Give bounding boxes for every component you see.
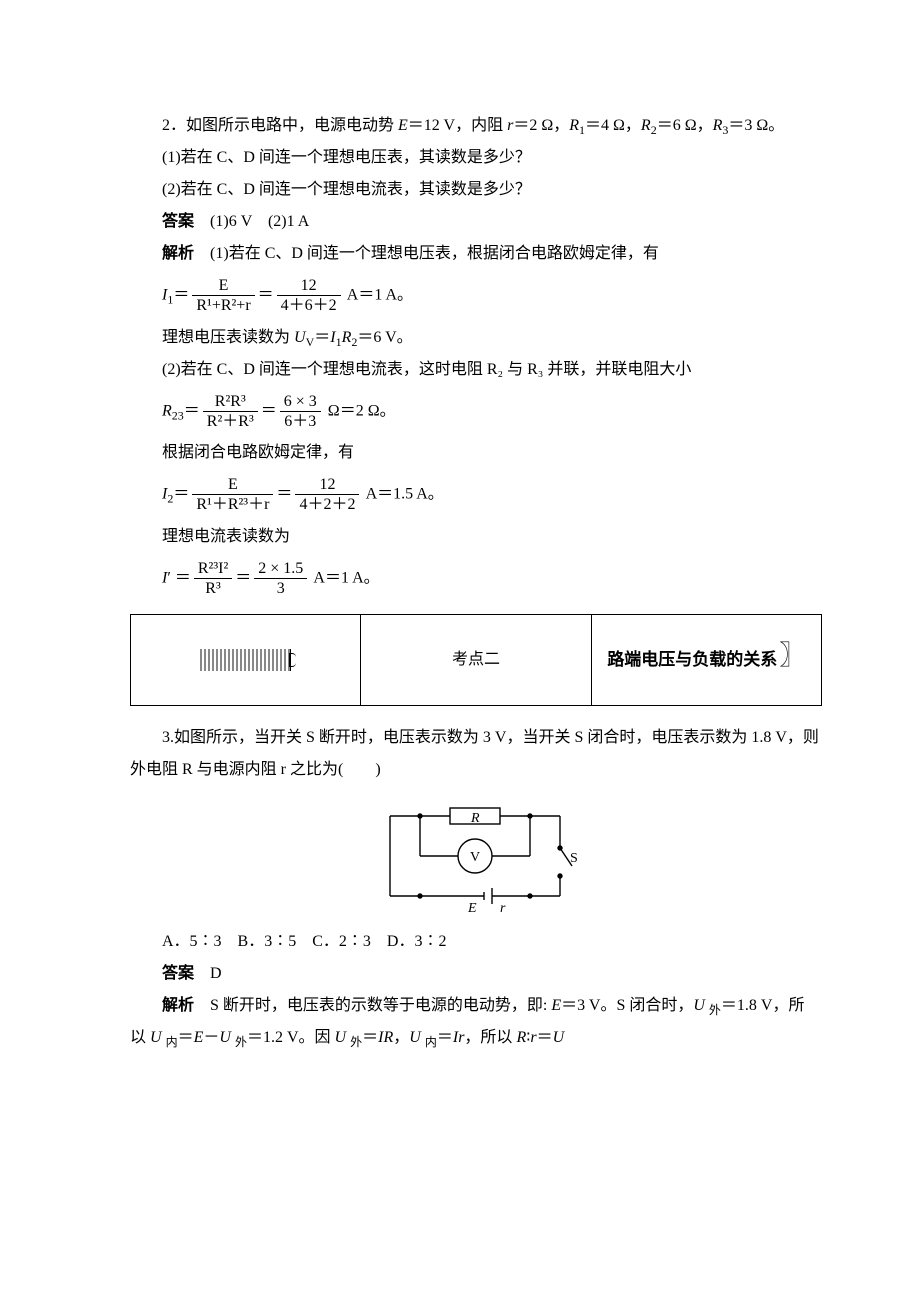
q2-eq1: I1＝ER¹+R²+r＝124＋6＋2 A＝1 A。	[162, 276, 820, 315]
q3-prompt: 3.如图所示，当开关 S 断开时，电压表示数为 3 V，当开关 S 闭合时，电压…	[130, 722, 820, 786]
q3-options: A．5∶3 B．3∶5 C．2∶3 D．3∶2	[130, 926, 820, 958]
circuit-V-label: V	[470, 850, 480, 865]
q3-sol-text: S 断开时，电压表的示数等于电源的电动势，即: E＝3 V。S 闭合时，U 外＝…	[130, 997, 804, 1046]
q2-sol2: (2)若在 C、D 间连一个理想电流表，这时电阻 R₂ 与 R₃ 并联，并联电阻…	[130, 354, 820, 386]
answer-label: 答案	[162, 213, 194, 230]
q2-sub2: (2)若在 C、D 间连一个理想电流表，其读数是多少？	[130, 174, 820, 206]
answer-text: (1)6 V (2)1 A	[210, 213, 309, 230]
answer-label-q3: 答案	[162, 965, 194, 982]
q2-sub1: (1)若在 C、D 间连一个理想电压表，其读数是多少？	[130, 142, 820, 174]
q3-solution: 解析 S 断开时，电压表的示数等于电源的电动势，即: E＝3 V。S 闭合时，U…	[130, 990, 820, 1054]
q2-answer: 答案 (1)6 V (2)1 A	[130, 206, 820, 238]
circuit-r-label: r	[500, 901, 506, 916]
q2-eq3: I2＝ER¹＋R²³＋r＝124＋2＋2 A＝1.5 A。	[162, 475, 820, 514]
keypoint-number: 考点二	[452, 644, 500, 676]
hatched-icon	[200, 649, 291, 671]
q2-sol1-text: (1)若在 C、D 间连一个理想电压表，根据闭合电路欧姆定律，有	[210, 245, 659, 262]
answer-text-q3: D	[210, 965, 222, 982]
page: 2．如图所示电路中，电源电动势 E＝12 V，内阻 r＝2 Ω，R1＝4 Ω，R…	[0, 0, 920, 1302]
bracket-icon: 〗	[777, 630, 805, 682]
section-cell-icon	[131, 615, 361, 705]
section-cell-title: 路端电压与负载的关系 〗	[592, 615, 821, 705]
q3-circuit: R V S E r	[130, 796, 820, 916]
circuit-S-label: S	[570, 851, 578, 866]
q2-sol1-intro: 解析 (1)若在 C、D 间连一个理想电压表，根据闭合电路欧姆定律，有	[130, 238, 820, 270]
keypoint-title: 路端电压与负载的关系	[607, 643, 777, 677]
section-header: 考点二 路端电压与负载的关系 〗	[130, 614, 822, 706]
circuit-R-label: R	[470, 811, 480, 826]
q2-sol1b: 理想电压表读数为 UV＝I1R2＝6 V。	[130, 322, 820, 354]
q2-sol2c: 理想电流表读数为	[130, 521, 820, 553]
q2-prompt: 2．如图所示电路中，电源电动势 E＝12 V，内阻 r＝2 Ω，R1＝4 Ω，R…	[130, 110, 820, 142]
solution-label: 解析	[162, 245, 194, 262]
section-cell-keypoint: 考点二	[361, 615, 591, 705]
q2-eq4: I′ ＝R²³I²R³＝2 × 1.53 A＝1 A。	[162, 559, 820, 598]
circuit-E-label: E	[467, 901, 477, 916]
q2-sol2b: 根据闭合电路欧姆定律，有	[130, 437, 820, 469]
circuit-svg: R V S E r	[360, 796, 590, 916]
solution-label-q3: 解析	[162, 997, 194, 1014]
q3-answer: 答案 D	[130, 958, 820, 990]
q2-eq2: R23＝R²R³R²＋R³＝6 × 36＋3 Ω＝2 Ω。	[162, 392, 820, 431]
